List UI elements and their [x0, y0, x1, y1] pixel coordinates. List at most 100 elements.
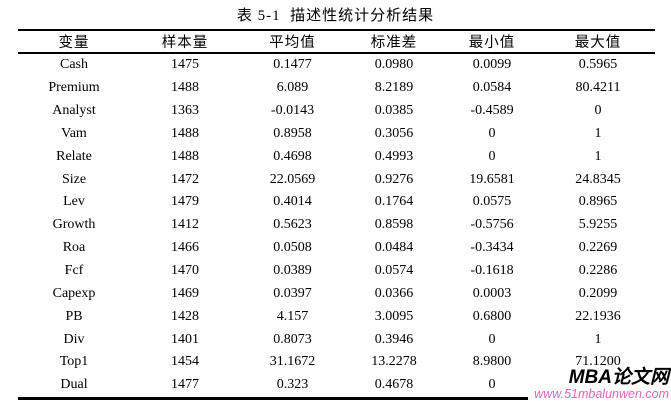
value-cell: -0.3434 [470, 240, 514, 256]
value-cell: 1466 [171, 240, 199, 256]
table-row: Premium 1488 6.089 8.2189 0.0584 80.4211 [18, 77, 655, 100]
value-cell: 0 [594, 103, 602, 119]
variable-name-cell: Roa [62, 240, 86, 256]
header-cell-sample-size: 样本量 [161, 35, 209, 51]
value-cell: 0 [488, 148, 496, 164]
variable-name-cell: Top1 [59, 354, 89, 370]
variable-name-cell: Div [63, 331, 85, 347]
value-cell: 0.0397 [273, 285, 312, 301]
value-cell: 1470 [171, 263, 199, 279]
value-cell: -0.4589 [470, 103, 514, 119]
table-header: 变量 样本量 平均值 标准差 最小值 最大值 [18, 30, 655, 53]
value-cell: 0.8598 [374, 217, 414, 233]
watermark-url: www.51mbalunwen.com [534, 386, 669, 401]
value-cell: 0.0099 [472, 57, 512, 73]
value-cell: 31.1672 [269, 354, 316, 370]
table-row: Cash 1475 0.1477 0.0980 0.0099 0.5965 [18, 53, 655, 77]
value-cell: 8.2189 [374, 80, 414, 96]
value-cell: -0.5756 [470, 217, 514, 233]
value-cell: 0.0575 [472, 194, 512, 210]
value-cell: 0.0508 [273, 240, 312, 256]
value-cell: 0.1764 [374, 194, 414, 210]
value-cell: -0.1618 [470, 263, 514, 279]
variable-name-cell: PB [65, 308, 83, 324]
value-cell: 0.0484 [374, 240, 414, 256]
value-cell: 3.0095 [374, 308, 414, 324]
value-cell: 4.157 [276, 308, 309, 324]
variable-name-cell: Lev [63, 194, 85, 210]
value-cell: 0.0003 [472, 285, 512, 301]
value-cell: 0.2269 [578, 240, 618, 256]
header-cell-max: 最大值 [574, 35, 622, 51]
value-cell: 0.0385 [374, 103, 414, 119]
value-cell: 1428 [171, 308, 199, 324]
value-cell: 0.0584 [472, 80, 512, 96]
variable-name-cell: Premium [48, 80, 100, 96]
table-row: Div 1401 0.8073 0.3946 0 1 [18, 328, 655, 351]
value-cell: 0.5623 [273, 217, 312, 233]
value-cell: 1469 [171, 285, 199, 301]
value-cell: 71.1200 [575, 354, 621, 370]
value-cell: 1472 [171, 171, 199, 187]
variable-name-cell: Fcf [64, 263, 84, 279]
table-row: Growth 1412 0.5623 0.8598 -0.5756 5.9255 [18, 214, 655, 237]
header-row: 变量 样本量 平均值 标准差 最小值 最大值 [18, 30, 655, 53]
value-cell: 1488 [171, 80, 199, 96]
variable-name-cell: Analyst [52, 103, 96, 119]
descriptive-stats-table: 变量 样本量 平均值 标准差 最小值 最大值 Cash 1475 0.1477 0.0… [18, 29, 655, 400]
header-cell-mean: 平均值 [269, 35, 316, 51]
value-cell: 0.4678 [374, 377, 414, 393]
value-cell: 24.8345 [575, 171, 621, 187]
header-cell-min: 最小值 [468, 35, 516, 51]
table-row: PB 1428 4.157 3.0095 0.6800 22.1936 [18, 305, 655, 328]
value-cell: 19.6581 [469, 171, 515, 187]
value-cell: 0 [488, 377, 496, 393]
value-cell: 0.2099 [578, 285, 618, 301]
variable-name-cell: Vam [61, 125, 87, 141]
value-cell: 0.5965 [578, 57, 618, 73]
value-cell: 0.323 [276, 377, 309, 393]
table-row: Lev 1479 0.4014 0.1764 0.0575 0.8965 [18, 191, 655, 214]
value-cell: 1401 [171, 331, 199, 347]
value-cell: 22.1936 [575, 308, 621, 324]
table-row: Fcf 1470 0.0389 0.0574 -0.1618 0.2286 [18, 260, 655, 283]
value-cell: 1363 [171, 103, 199, 119]
table-row: Roa 1466 0.0508 0.0484 -0.3434 0.2269 [18, 237, 655, 260]
value-cell: 1 [594, 125, 602, 141]
value-cell: 0.0366 [374, 285, 414, 301]
value-cell: 0.2286 [578, 263, 618, 279]
value-cell: 0.1477 [273, 57, 312, 73]
table-row: Relate 1488 0.4698 0.4993 0 1 [18, 145, 655, 168]
table-row: Vam 1488 0.8958 0.3056 0 1 [18, 123, 655, 146]
value-cell: 0.0574 [374, 263, 414, 279]
variable-name-cell: Size [61, 171, 87, 187]
value-cell: 0.4014 [273, 194, 312, 210]
value-cell: 0.0980 [374, 57, 414, 73]
value-cell: 8.9800 [472, 354, 512, 370]
value-cell: 1488 [171, 125, 199, 141]
variable-name-cell: Growth [52, 217, 96, 233]
value-cell: 0.3056 [374, 125, 414, 141]
value-cell: 22.0569 [269, 171, 316, 187]
value-cell: 1 [594, 331, 602, 347]
variable-name-cell: Relate [56, 148, 92, 164]
table-row: Capexp 1469 0.0397 0.0366 0.0003 0.2099 [18, 282, 655, 305]
table-row: Top1 1454 31.1672 13.2278 8.9800 71.1200 [18, 351, 655, 374]
value-cell: 1479 [171, 194, 199, 210]
value-cell: 1475 [171, 57, 199, 73]
value-cell: 0.6800 [472, 308, 512, 324]
variable-name-cell: Capexp [52, 285, 96, 301]
variable-name-cell: Cash [60, 57, 88, 73]
header-cell-std-dev: 标准差 [370, 35, 418, 51]
value-cell: 0 [488, 331, 496, 347]
table-body: Cash 1475 0.1477 0.0980 0.0099 0.5965 Premium 1… [18, 53, 655, 398]
value-cell: -0.0143 [270, 103, 315, 119]
value-cell: 6.089 [276, 80, 309, 96]
value-cell: 0.8965 [578, 194, 618, 210]
value-cell: 1 [594, 148, 602, 164]
header-cell-variable: 变量 [58, 35, 90, 51]
watermark: MBA论文网 www.51mbalunwen.com [528, 367, 669, 402]
value-cell: 0.4993 [374, 148, 414, 164]
table-title: 表 5-1 描述性统计分析结果 [236, 8, 435, 24]
